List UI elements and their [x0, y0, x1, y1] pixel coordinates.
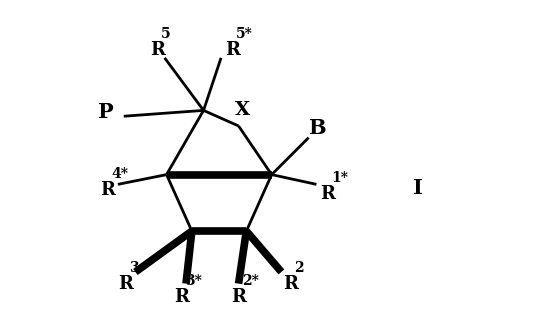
Text: P: P: [98, 102, 113, 122]
Text: X: X: [235, 101, 250, 119]
Text: R: R: [174, 288, 189, 306]
Text: R: R: [100, 181, 115, 199]
Text: R: R: [320, 185, 335, 203]
Text: R: R: [231, 288, 246, 306]
Text: 5*: 5*: [236, 27, 253, 41]
Text: I: I: [413, 178, 422, 198]
Text: 5: 5: [161, 27, 170, 41]
Text: R: R: [150, 41, 165, 59]
Text: R: R: [284, 275, 299, 293]
Text: 4*: 4*: [112, 167, 129, 181]
Text: 3*: 3*: [185, 274, 203, 288]
Text: B: B: [307, 118, 325, 138]
Text: R: R: [225, 41, 240, 59]
Text: R: R: [118, 275, 133, 293]
Text: 2: 2: [295, 260, 304, 275]
Text: 1*: 1*: [331, 171, 349, 185]
Text: 3: 3: [129, 260, 139, 275]
Text: 2*: 2*: [242, 274, 259, 288]
